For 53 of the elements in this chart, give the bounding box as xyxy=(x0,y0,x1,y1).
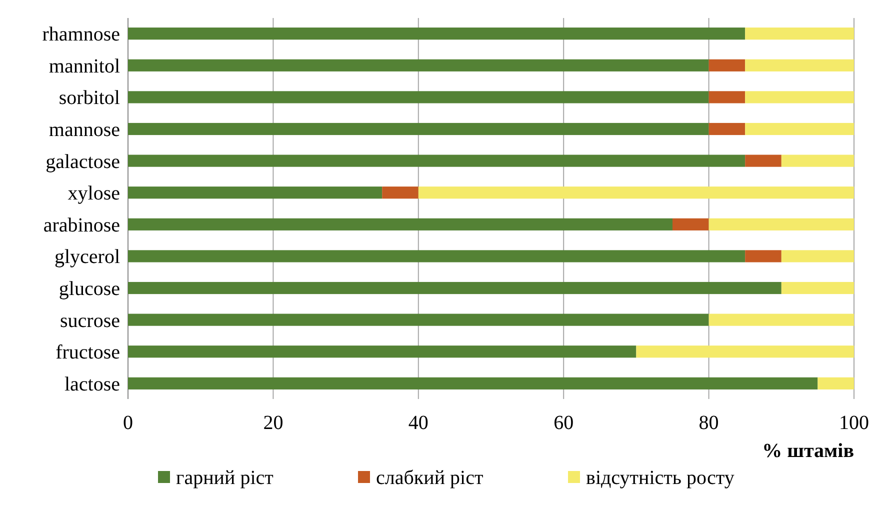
bar xyxy=(745,122,854,136)
y-tick-label: glycerol xyxy=(54,246,120,268)
bar xyxy=(745,28,854,40)
bar xyxy=(745,91,854,104)
y-tick-label: sorbitol xyxy=(58,87,120,110)
bar xyxy=(745,250,782,262)
bar xyxy=(128,91,709,104)
bar xyxy=(672,218,709,230)
x-tick-label: 80 xyxy=(698,412,719,434)
x-tick-label: 60 xyxy=(554,412,574,434)
bar xyxy=(636,346,854,358)
y-tick-label: galactose xyxy=(46,150,120,173)
bar xyxy=(708,218,854,230)
bar xyxy=(818,377,854,390)
bar xyxy=(781,154,854,167)
y-tick-label: lactose xyxy=(64,373,120,396)
bar xyxy=(781,250,854,262)
bar xyxy=(128,122,709,136)
legend-label: слабкий ріст xyxy=(376,467,484,489)
x-tick-label: 100 xyxy=(839,412,869,434)
legend-label: відсутність росту xyxy=(586,467,734,489)
bar xyxy=(128,250,746,262)
y-tick-label: fructose xyxy=(56,342,120,364)
bar xyxy=(128,186,382,199)
y-tick-label: mannose xyxy=(48,118,120,141)
bar xyxy=(128,59,709,72)
legend-label: гарний ріст xyxy=(176,467,274,489)
y-tick-label: mannitol xyxy=(48,55,120,78)
bar xyxy=(128,282,782,294)
bar xyxy=(781,282,854,294)
y-tick-label: sucrose xyxy=(60,310,120,332)
bar xyxy=(708,314,854,326)
bar xyxy=(128,28,746,40)
bar xyxy=(708,59,746,72)
bar xyxy=(745,154,782,167)
bar xyxy=(382,186,418,199)
bar xyxy=(745,59,854,72)
bar xyxy=(128,218,672,230)
x-tick-label: 40 xyxy=(408,412,428,434)
x-tick-label: 20 xyxy=(263,412,284,434)
y-tick-label: rhamnose xyxy=(42,24,120,46)
bar xyxy=(418,186,854,199)
bar xyxy=(128,346,636,358)
y-tick-label: xylose xyxy=(68,182,120,205)
bar xyxy=(128,154,746,167)
bar xyxy=(128,314,709,326)
bar xyxy=(128,377,818,390)
y-tick-label: glucose xyxy=(58,278,120,300)
bar xyxy=(708,122,746,136)
x-tick-label: 0 xyxy=(123,412,133,434)
bar xyxy=(708,91,746,104)
y-tick-label: arabinose xyxy=(43,214,120,236)
x-axis-title: % штамів xyxy=(762,440,854,462)
